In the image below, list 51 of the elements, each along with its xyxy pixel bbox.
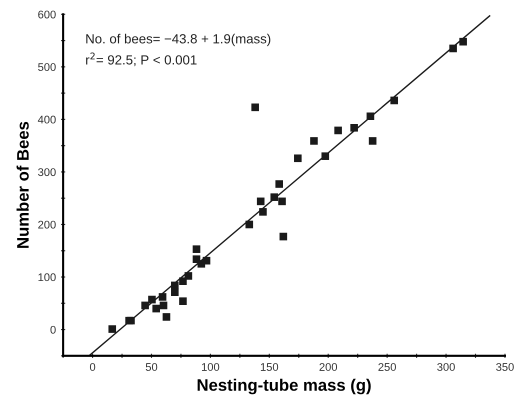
y-tick-label: 400: [38, 116, 56, 124]
x-tick-label: 100: [202, 363, 220, 371]
y-tick-label: 600: [38, 10, 56, 18]
annotation: No. of bees= −43.8 + 1.9(mass): [86, 34, 270, 46]
point: [148, 296, 156, 304]
point: [275, 180, 284, 188]
point: [245, 220, 254, 228]
point: [310, 137, 318, 145]
y-tick-label: 500: [38, 63, 56, 71]
point: [294, 154, 302, 162]
point: [179, 297, 187, 305]
point: [459, 38, 467, 46]
point: [350, 124, 358, 132]
x-tick-label: 300: [437, 363, 455, 371]
point: [368, 137, 376, 145]
y-tick-label: 300: [38, 168, 56, 176]
point: [160, 302, 168, 310]
point: [280, 232, 288, 240]
x-tick-label: 0: [90, 363, 96, 371]
point: [179, 277, 187, 286]
point: [171, 288, 179, 296]
y-axis-title: Number of Bees: [16, 122, 29, 248]
point: [184, 272, 192, 280]
point: [158, 293, 166, 301]
point: [152, 304, 160, 312]
point: [162, 313, 170, 321]
point: [108, 325, 116, 333]
y-tick-label: 0: [50, 326, 56, 334]
point: [202, 256, 210, 265]
x-tick-label: 150: [260, 363, 278, 371]
point: [171, 282, 179, 290]
point: [390, 96, 398, 104]
point: [259, 208, 267, 216]
point: [270, 193, 278, 201]
point: [334, 126, 342, 134]
x-axis-title: Nesting-tube mass (g): [198, 378, 371, 394]
point: [256, 198, 265, 206]
point: [251, 104, 259, 112]
point: [449, 44, 457, 52]
x-tick-label: 250: [378, 363, 396, 371]
x-tick-label: 50: [146, 363, 158, 371]
x-tick-label: 350: [496, 363, 514, 371]
point: [321, 152, 330, 160]
point: [278, 198, 286, 206]
y-tick-label: 200: [38, 220, 56, 229]
point: [366, 112, 374, 120]
x-tick-label: 200: [320, 363, 338, 371]
point: [141, 302, 149, 310]
y-tick-label: 100: [38, 273, 56, 282]
point: [192, 245, 200, 253]
annotation: r$^{2}$= 92.5; P < 0.001: [86, 52, 197, 66]
